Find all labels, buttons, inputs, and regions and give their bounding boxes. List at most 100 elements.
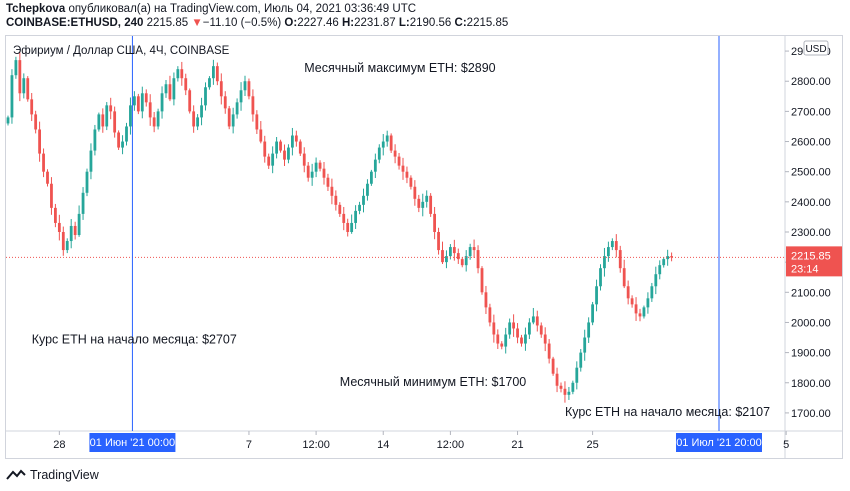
candle-body[interactable]	[46, 171, 49, 184]
candle-body[interactable]	[176, 69, 180, 79]
candle-body[interactable]	[547, 343, 551, 359]
candle-body[interactable]	[516, 328, 519, 338]
candle-body[interactable]	[291, 135, 294, 148]
candle-body[interactable]	[215, 66, 219, 82]
candle-body[interactable]	[543, 334, 547, 344]
candle-body[interactable]	[433, 213, 436, 232]
currency-badge[interactable]	[803, 40, 829, 56]
candle-body[interactable]	[634, 304, 638, 314]
candle-body[interactable]	[81, 192, 85, 214]
candle-body[interactable]	[243, 81, 247, 91]
candle-body[interactable]	[397, 156, 401, 166]
candle-body[interactable]	[559, 385, 563, 389]
candle-body[interactable]	[247, 81, 251, 97]
candle-body[interactable]	[330, 186, 334, 196]
candle-body[interactable]	[294, 135, 298, 142]
candle-body[interactable]	[283, 150, 286, 160]
candle-body[interactable]	[136, 96, 140, 112]
brand-name[interactable]: TradingView	[30, 468, 99, 482]
candle-body[interactable]	[377, 147, 381, 160]
candle-body[interactable]	[650, 286, 654, 299]
candle-body[interactable]	[441, 250, 444, 263]
candle-body[interactable]	[583, 337, 587, 353]
candle-body[interactable]	[57, 222, 61, 232]
candle-body[interactable]	[255, 114, 259, 130]
candle-body[interactable]	[531, 316, 535, 323]
candle-body[interactable]	[152, 117, 156, 127]
candle-body[interactable]	[460, 259, 464, 266]
candle-body[interactable]	[93, 129, 97, 151]
candle-body[interactable]	[172, 78, 176, 100]
candle-body[interactable]	[524, 334, 527, 344]
candle-body[interactable]	[140, 93, 144, 112]
candle-body[interactable]	[350, 222, 354, 232]
candle-body[interactable]	[437, 231, 440, 251]
candle-body[interactable]	[50, 183, 53, 208]
candle-body[interactable]	[642, 307, 646, 317]
candle-body[interactable]	[587, 322, 591, 338]
candle-body[interactable]	[338, 204, 342, 214]
candle-body[interactable]	[654, 274, 658, 287]
candle-body[interactable]	[464, 256, 468, 266]
candle-body[interactable]	[14, 60, 18, 76]
candle-body[interactable]	[125, 126, 128, 142]
candle-body[interactable]	[160, 93, 164, 112]
candle-body[interactable]	[666, 256, 670, 260]
candle-body[interactable]	[429, 195, 433, 214]
candle-body[interactable]	[54, 207, 57, 223]
candle-body[interactable]	[263, 141, 267, 157]
candle-body[interactable]	[670, 256, 673, 258]
candle-body[interactable]	[393, 150, 397, 157]
candle-body[interactable]	[10, 75, 14, 118]
candle-body[interactable]	[646, 298, 650, 308]
candle-body[interactable]	[610, 241, 614, 248]
candle-body[interactable]	[539, 325, 543, 335]
candle-body[interactable]	[520, 337, 523, 344]
candle-body[interactable]	[571, 382, 575, 392]
candle-body[interactable]	[508, 322, 512, 335]
candle-body[interactable]	[168, 84, 172, 100]
candle-body[interactable]	[26, 78, 30, 100]
candle-body[interactable]	[42, 153, 45, 172]
candle-body[interactable]	[488, 307, 492, 323]
candle-body[interactable]	[306, 165, 310, 178]
candle-body[interactable]	[607, 247, 610, 257]
candle-body[interactable]	[401, 165, 405, 172]
candle-body[interactable]	[101, 114, 105, 127]
candle-body[interactable]	[117, 132, 120, 148]
candle-body[interactable]	[512, 322, 515, 329]
candle-body[interactable]	[251, 96, 255, 115]
candle-body[interactable]	[326, 177, 330, 187]
candle-body[interactable]	[480, 268, 484, 293]
candle-body[interactable]	[630, 298, 634, 305]
candle-body[interactable]	[69, 225, 73, 242]
candle-body[interactable]	[109, 105, 113, 112]
tradingview-logo-icon[interactable]	[6, 469, 26, 481]
candle-body[interactable]	[287, 147, 290, 160]
candle-body[interactable]	[373, 159, 377, 172]
candle-body[interactable]	[310, 171, 314, 178]
candle-body[interactable]	[227, 108, 231, 127]
candle-body[interactable]	[472, 247, 476, 251]
candle-body[interactable]	[30, 99, 34, 115]
candle-body[interactable]	[405, 171, 409, 178]
candle-body[interactable]	[366, 183, 369, 196]
candle-body[interactable]	[180, 69, 184, 79]
candle-body[interactable]	[164, 84, 168, 94]
author-name[interactable]: Tchepkova	[6, 3, 66, 15]
candle-body[interactable]	[614, 241, 618, 251]
candle-body[interactable]	[85, 171, 89, 193]
candle-body[interactable]	[425, 195, 429, 202]
candle-body[interactable]	[38, 129, 41, 154]
candle-body[interactable]	[302, 153, 306, 166]
candle-body[interactable]	[156, 111, 160, 127]
candle-body[interactable]	[563, 388, 567, 395]
candle-body[interactable]	[334, 195, 338, 205]
candle-body[interactable]	[212, 66, 215, 79]
candle-body[interactable]	[579, 352, 583, 368]
candle-body[interactable]	[18, 60, 22, 94]
candle-body[interactable]	[618, 250, 622, 269]
candle-body[interactable]	[188, 90, 192, 112]
candle-body[interactable]	[468, 247, 472, 257]
candle-body[interactable]	[370, 171, 373, 184]
